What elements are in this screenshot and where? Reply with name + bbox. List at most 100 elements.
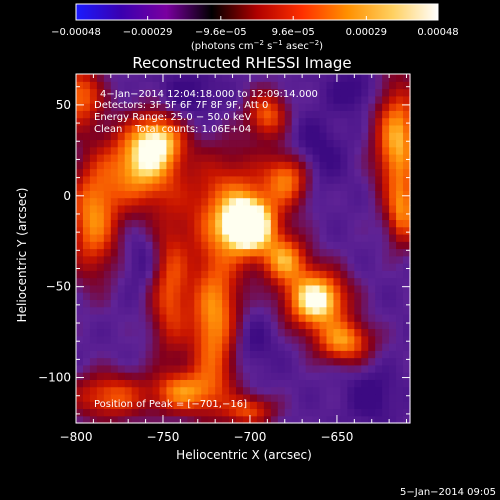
- heatmap-cell: [222, 212, 230, 221]
- heatmap-cell: [159, 372, 168, 380]
- heatmap-cell: [76, 255, 84, 264]
- heatmap-cell: [256, 124, 265, 133]
- heatmap-cell: [208, 284, 216, 293]
- heatmap-cell: [236, 415, 244, 424]
- heatmap-cell: [124, 146, 133, 155]
- heatmap-cell: [194, 255, 202, 264]
- heatmap-cell: [152, 313, 161, 322]
- heatmap-cell: [166, 408, 175, 417]
- heatmap-cell: [249, 284, 258, 293]
- heatmap-cell: [152, 343, 161, 351]
- heatmap-cell: [117, 183, 126, 191]
- heatmap-cell: [145, 168, 154, 177]
- heatmap-cell: [354, 343, 362, 351]
- heatmap-cell: [103, 190, 112, 199]
- heatmap-cell: [312, 103, 321, 111]
- heatmap-cell: [298, 95, 307, 104]
- heatmap-cell: [333, 103, 342, 111]
- heatmap-cell: [396, 124, 404, 133]
- heatmap-cell: [173, 306, 181, 315]
- heatmap-cell: [305, 386, 314, 395]
- heatmap-cell: [243, 132, 251, 141]
- heatmap-cell: [76, 175, 84, 184]
- heatmap-cell: [298, 110, 307, 119]
- heatmap-cell: [180, 175, 188, 184]
- heatmap-cell: [229, 401, 237, 410]
- heatmap-cell: [403, 183, 411, 191]
- heatmap-cell: [326, 153, 335, 162]
- heatmap-cell: [333, 197, 342, 206]
- heatmap-cell: [236, 175, 244, 184]
- heatmap-cell: [277, 81, 286, 90]
- heatmap-cell: [312, 343, 321, 351]
- heatmap-cell: [354, 379, 362, 388]
- heatmap-cell: [382, 335, 390, 344]
- heatmap-cell: [389, 197, 397, 206]
- heatmap-cell: [82, 241, 91, 250]
- heatmap-cell: [243, 284, 251, 293]
- heatmap-cell: [187, 241, 195, 250]
- heatmap-cell: [291, 241, 300, 250]
- heatmap-cell: [291, 270, 300, 279]
- heatmap-cell: [298, 313, 307, 322]
- heatmap-cell: [215, 386, 223, 395]
- heatmap-cell: [361, 190, 369, 199]
- heatmap-cell: [361, 219, 369, 228]
- heatmap-cell: [82, 284, 91, 293]
- heatmap-cell: [284, 321, 293, 330]
- heatmap-cell: [236, 117, 244, 126]
- heatmap-cell: [256, 233, 265, 242]
- heatmap-cell: [347, 190, 355, 199]
- heatmap-cell: [173, 219, 181, 228]
- heatmap-cell: [82, 168, 91, 177]
- heatmap-cell: [375, 248, 383, 257]
- heatmap-cell: [117, 204, 126, 213]
- heatmap-cell: [159, 401, 168, 410]
- heatmap-cell: [319, 132, 328, 141]
- heatmap-cell: [152, 139, 161, 148]
- heatmap-cell: [180, 313, 188, 322]
- heatmap-cell: [166, 415, 175, 424]
- heatmap-cell: [166, 364, 175, 373]
- heatmap-cell: [145, 379, 154, 388]
- heatmap-cell: [180, 226, 188, 235]
- heatmap-cell: [396, 212, 404, 221]
- heatmap-cell: [76, 306, 84, 315]
- heatmap-cell: [361, 110, 369, 119]
- heatmap-cell: [117, 161, 126, 170]
- heatmap-cell: [166, 277, 175, 286]
- heatmap-cell: [166, 357, 175, 366]
- heatmap-cell: [305, 328, 314, 337]
- heatmap-cell: [236, 204, 244, 213]
- heatmap-cell: [173, 343, 181, 351]
- heatmap-cell: [215, 372, 223, 380]
- heatmap-cell: [166, 313, 175, 322]
- heatmap-cell: [403, 364, 411, 373]
- heatmap-cell: [103, 321, 112, 330]
- heatmap-cell: [382, 110, 390, 119]
- heatmap-cell: [291, 415, 300, 424]
- heatmap-cell: [152, 393, 161, 402]
- heatmap-cell: [89, 372, 98, 380]
- heatmap-cell: [215, 393, 223, 402]
- heatmap-cell: [333, 386, 342, 395]
- heatmap-cell: [117, 335, 126, 344]
- heatmap-cell: [194, 357, 202, 366]
- y-axis-label: Heliocentric Y (arcsec): [15, 188, 29, 323]
- heatmap-cell: [166, 190, 175, 199]
- heatmap-cell: [180, 255, 188, 264]
- heatmap-cell: [103, 132, 112, 141]
- heatmap-cell: [361, 277, 369, 286]
- heatmap-cell: [319, 415, 328, 424]
- heatmap-cell: [291, 117, 300, 126]
- heatmap-cell: [229, 306, 237, 315]
- heatmap-cell: [215, 197, 223, 206]
- heatmap-cell: [236, 379, 244, 388]
- heatmap-cell: [96, 277, 105, 286]
- heatmap-cell: [375, 153, 383, 162]
- heatmap-cell: [187, 103, 195, 111]
- heatmap-cell: [270, 74, 279, 82]
- heatmap-cell: [82, 161, 91, 170]
- heatmap-cell: [145, 372, 154, 380]
- heatmap-cell: [284, 241, 293, 250]
